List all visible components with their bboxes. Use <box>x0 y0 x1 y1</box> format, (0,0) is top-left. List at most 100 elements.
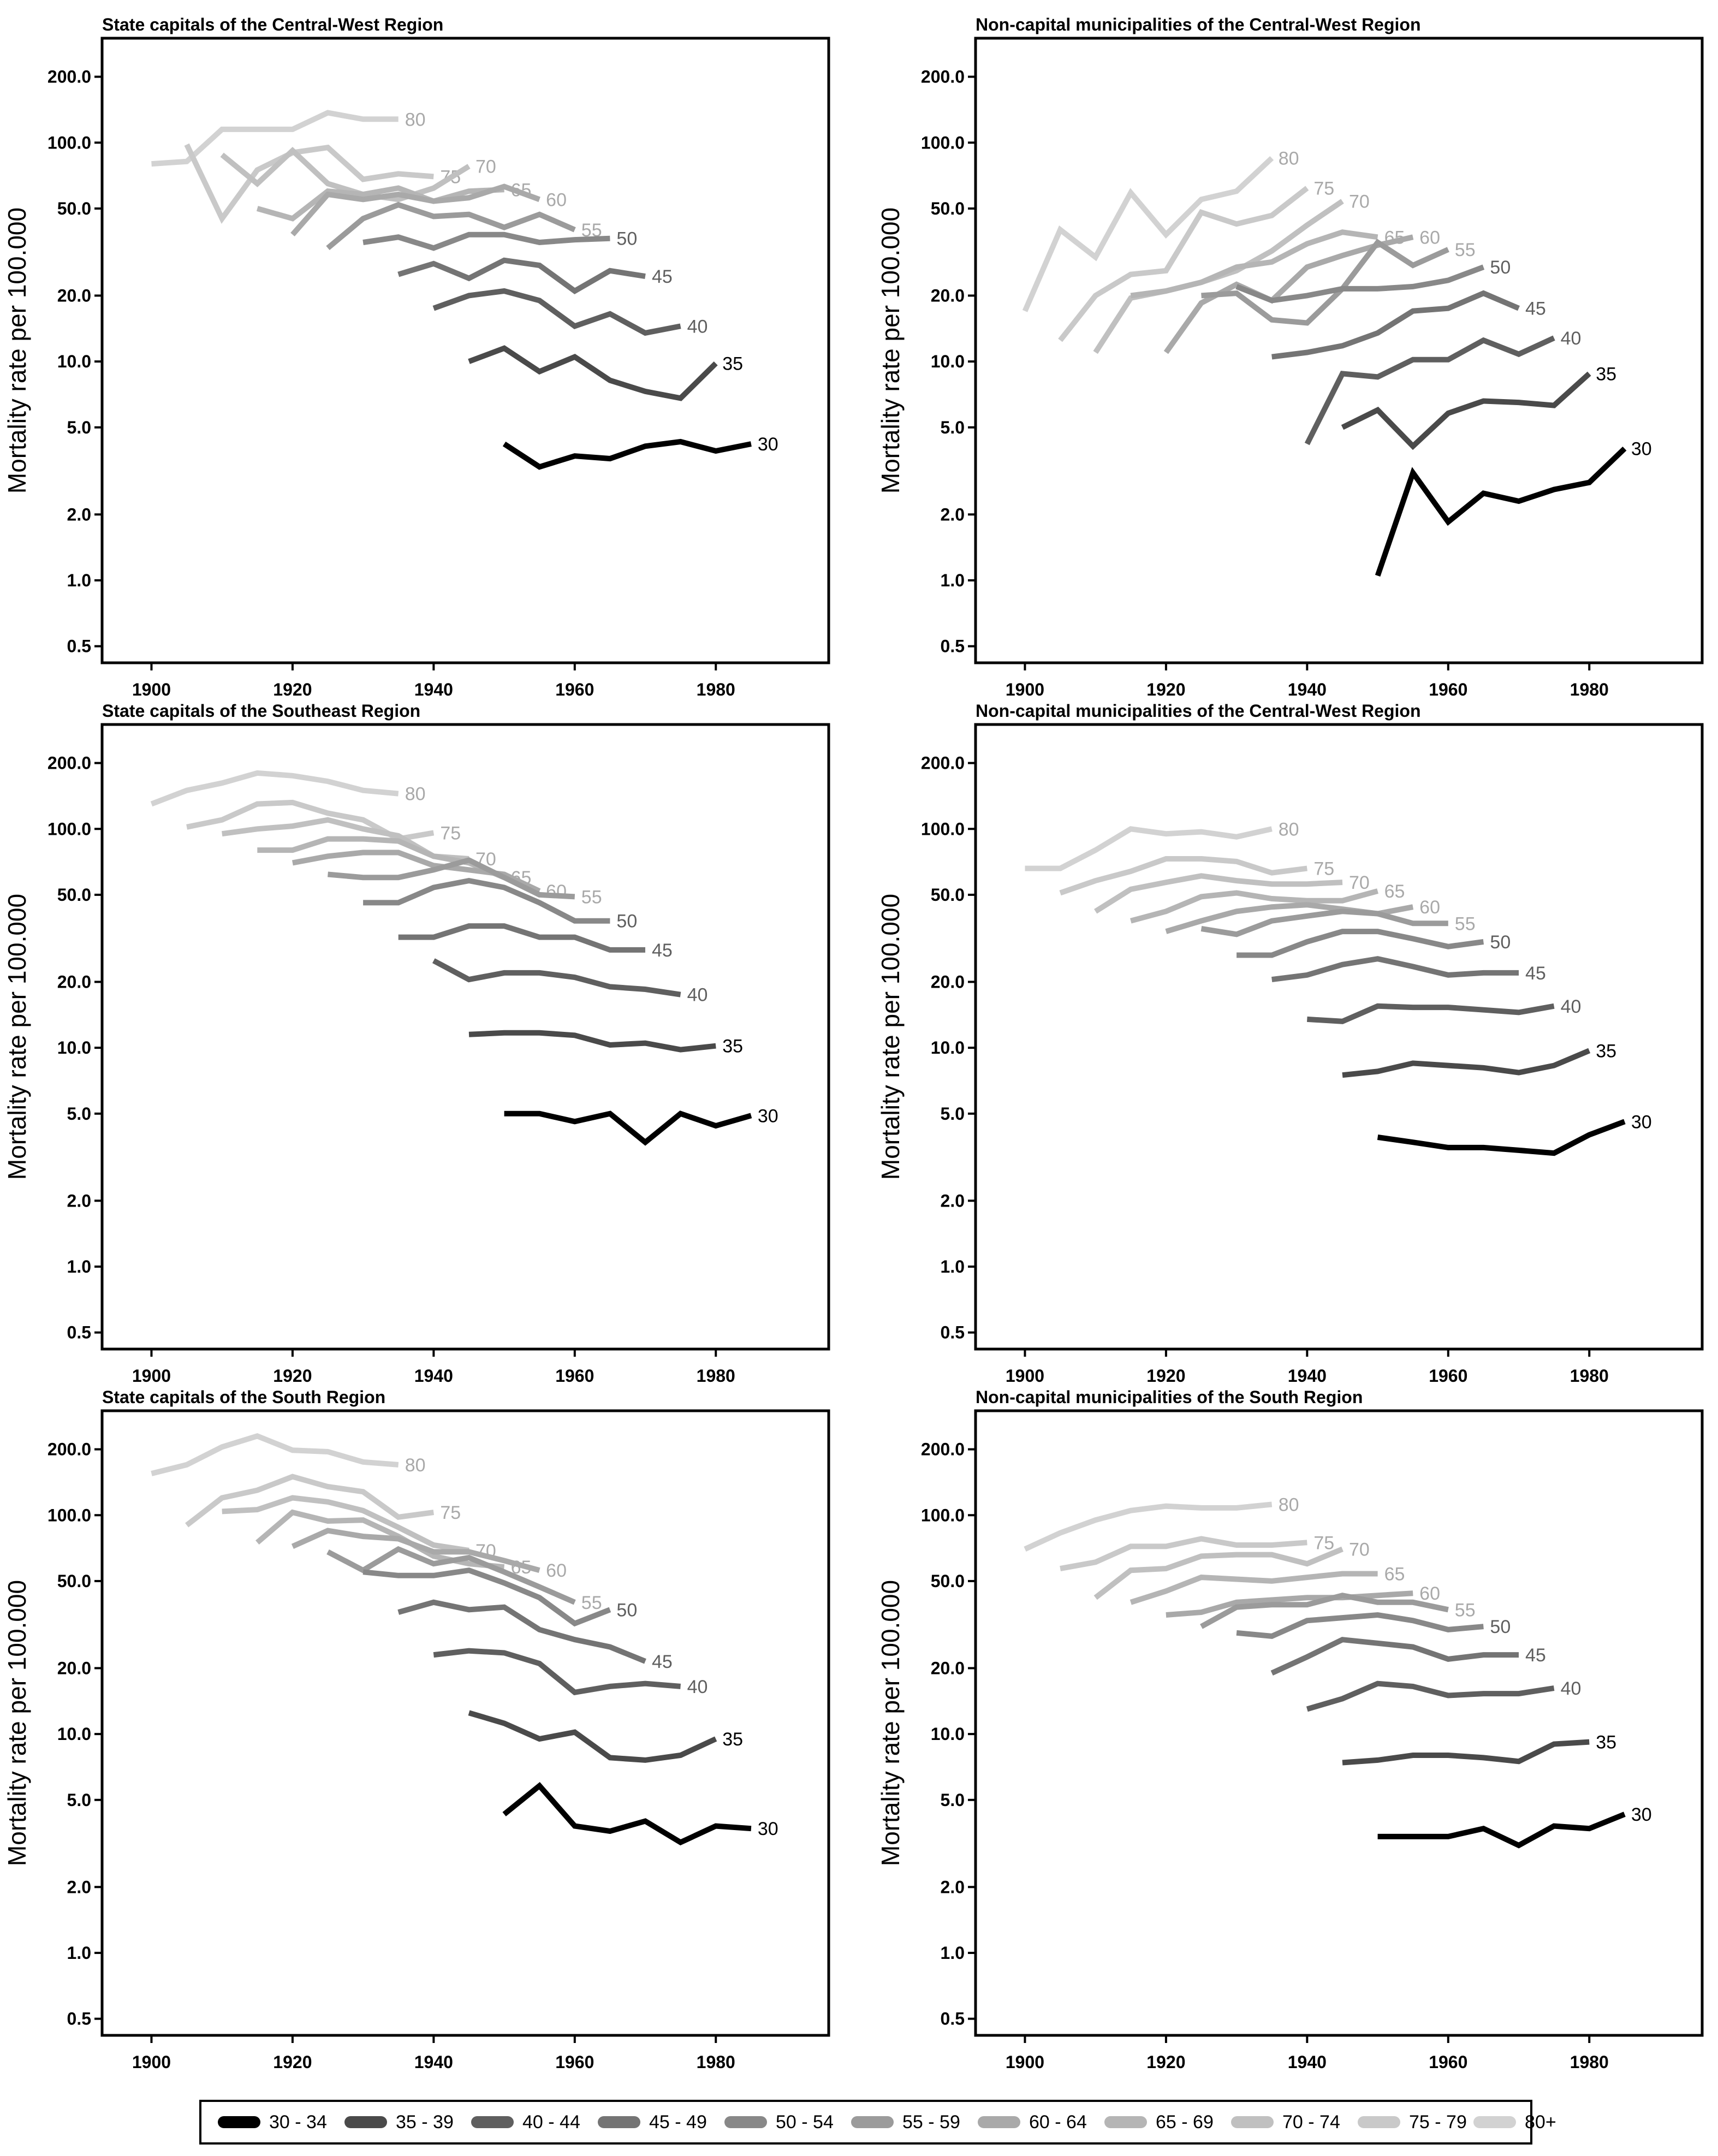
y-axis-label: Mortality rate per 100.000 <box>876 894 905 1180</box>
x-tick-label: 1920 <box>1146 2052 1185 2072</box>
legend-swatch <box>471 2116 514 2128</box>
y-tick-label: 1.0 <box>67 1943 91 1963</box>
y-tick-label: 5.0 <box>941 418 965 437</box>
series-line <box>1270 1637 1519 1676</box>
series-line <box>1200 908 1448 937</box>
series-line <box>1060 1536 1307 1572</box>
y-axis-label: Mortality rate per 100.000 <box>3 1580 31 1866</box>
series-line <box>1271 290 1520 360</box>
plot-frame <box>100 1409 830 2037</box>
y-tick-label: 5.0 <box>67 418 91 437</box>
y-tick-label: 5.0 <box>941 1104 965 1124</box>
legend-label: 75 - 79 <box>1409 2111 1467 2133</box>
y-tick-label: 0.5 <box>67 2009 91 2029</box>
series-line <box>1375 446 1627 577</box>
series-line <box>1237 929 1484 958</box>
series-end-label: 70 <box>475 157 496 177</box>
legend-item: 55 - 59 <box>851 2102 960 2142</box>
series-line <box>468 1030 716 1053</box>
legend-item: 75 - 79 <box>1358 2102 1467 2142</box>
x-tick-label: 1920 <box>273 680 312 699</box>
legend-item: 35 - 39 <box>344 2102 454 2142</box>
y-tick-label: 50.0 <box>931 199 965 218</box>
legend-swatch <box>851 2116 894 2128</box>
x-tick-label: 1960 <box>1429 2052 1467 2072</box>
y-tick-label: 50.0 <box>57 1571 91 1591</box>
x-tick-label: 1940 <box>414 1366 453 1386</box>
plot-frame <box>100 37 830 664</box>
series-end-label: 55 <box>1455 913 1476 934</box>
series-line <box>1058 186 1309 342</box>
series-end-label: 80 <box>1279 819 1299 840</box>
series-end-label: 30 <box>1631 439 1652 460</box>
series-line <box>1130 888 1378 924</box>
y-tick-label: 2.0 <box>67 504 91 524</box>
series-line <box>1059 856 1307 896</box>
legend-swatch <box>598 2116 640 2128</box>
y-tick-label: 5.0 <box>67 1790 91 1810</box>
x-tick-label: 1900 <box>1006 2052 1044 2072</box>
series-line <box>397 257 646 294</box>
series-end-label: 70 <box>1349 1539 1370 1560</box>
legend-swatch <box>1231 2116 1274 2128</box>
x-tick-label: 1920 <box>1146 1366 1185 1386</box>
series-line <box>398 923 645 953</box>
series-end-label: 60 <box>1419 897 1440 918</box>
x-tick-label: 1980 <box>1570 680 1609 699</box>
series-line <box>151 110 399 167</box>
series-end-label: 40 <box>687 316 708 337</box>
series-line <box>1022 156 1274 312</box>
series-line <box>1200 1593 1449 1629</box>
series-end-label: 45 <box>652 1652 673 1672</box>
y-axis-label: Mortality rate per 100.000 <box>876 207 905 494</box>
y-tick-label: 20.0 <box>931 286 965 305</box>
x-tick-label: 1960 <box>555 1366 594 1386</box>
series-line <box>468 345 718 401</box>
series-end-label: 30 <box>758 1819 778 1839</box>
series-end-label: 60 <box>546 189 567 210</box>
plot-frame <box>100 723 830 1351</box>
legend-item: 50 - 54 <box>724 2102 834 2142</box>
series-line <box>151 1433 399 1476</box>
y-tick-label: 200.0 <box>47 67 91 87</box>
series-end-label: 40 <box>1561 996 1582 1017</box>
x-tick-label: 1900 <box>132 680 171 699</box>
x-tick-label: 1980 <box>1570 2052 1609 2072</box>
series-end-label: 55 <box>581 1593 602 1613</box>
y-tick-label: 0.5 <box>67 637 91 656</box>
series-line <box>362 231 610 251</box>
series-line <box>222 1495 469 1553</box>
legend-label: 55 - 59 <box>902 2111 960 2133</box>
series-end-label: 35 <box>1596 1041 1616 1061</box>
x-tick-label: 1980 <box>697 2052 735 2072</box>
y-tick-label: 200.0 <box>921 1440 965 1459</box>
series-end-label: 50 <box>616 1600 637 1620</box>
y-tick-label: 200.0 <box>47 1440 91 1459</box>
series-line <box>1342 1048 1591 1078</box>
series-line <box>290 183 540 236</box>
plot-frame <box>974 37 1704 664</box>
series-end-label: 45 <box>652 266 673 287</box>
legend-label: 50 - 54 <box>776 2111 834 2133</box>
y-tick-label: 100.0 <box>921 819 965 839</box>
series-line <box>1342 1739 1590 1766</box>
y-tick-label: 50.0 <box>57 885 91 905</box>
y-tick-label: 1.0 <box>941 1943 965 1963</box>
series-end-label: 35 <box>1596 1732 1616 1753</box>
series-end-label: 75 <box>1313 178 1334 199</box>
y-tick-label: 200.0 <box>921 753 965 773</box>
series-end-label: 50 <box>1490 932 1511 953</box>
x-tick-label: 1940 <box>1288 2052 1327 2072</box>
series-line <box>363 878 610 924</box>
y-tick-label: 2.0 <box>941 1877 965 1897</box>
legend-label: 45 - 49 <box>649 2111 707 2133</box>
series-end-label: 45 <box>1525 1645 1546 1666</box>
y-axis-label: Mortality rate per 100.000 <box>876 1580 905 1866</box>
legend-label: 40 - 44 <box>522 2111 580 2133</box>
x-tick-label: 1900 <box>132 1366 171 1386</box>
series-end-label: 60 <box>1419 227 1440 248</box>
series-end-label: 75 <box>440 1502 461 1523</box>
legend-label: 30 - 34 <box>269 2111 327 2133</box>
